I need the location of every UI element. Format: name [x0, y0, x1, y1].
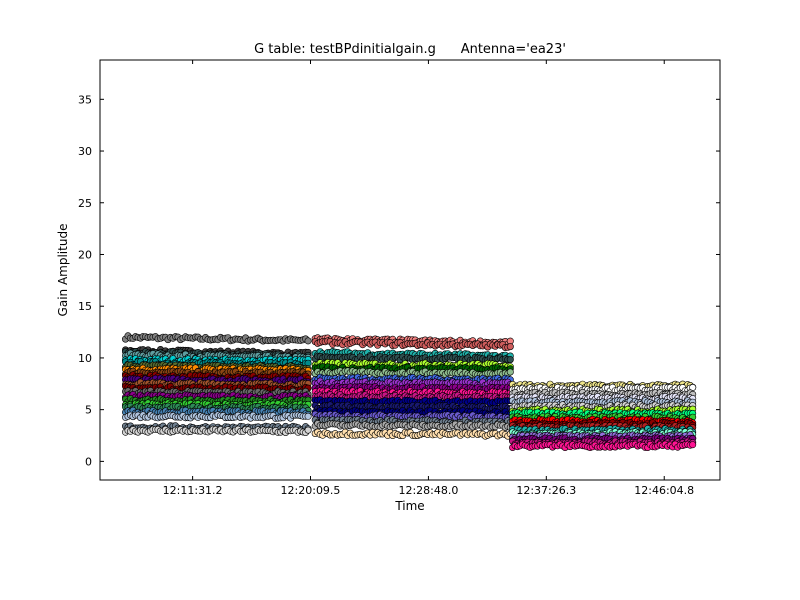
data-point [689, 441, 697, 449]
data-point [304, 412, 312, 420]
series-track [122, 425, 312, 436]
data-point [506, 343, 514, 351]
x-tick-label: 12:37:26.3 [516, 484, 576, 497]
y-tick-label: 20 [78, 248, 92, 261]
y-axis-label: Gain Amplitude [56, 224, 70, 317]
data-point [506, 368, 514, 376]
x-tick-label: 12:46:04.8 [634, 484, 694, 497]
y-tick-label: 15 [78, 300, 92, 313]
data-point [304, 426, 312, 434]
data-point [506, 356, 514, 364]
y-tick-label: 35 [78, 93, 92, 106]
y-tick-label: 10 [78, 352, 92, 365]
data-points [122, 332, 697, 451]
series-track [122, 332, 312, 345]
y-tick-label: 25 [78, 197, 92, 210]
x-axis-label: Time [394, 499, 424, 513]
y-tick-label: 0 [85, 455, 92, 468]
x-tick-label: 12:20:09.5 [281, 484, 341, 497]
y-tick-label: 5 [85, 404, 92, 417]
chart-title: G table: testBPdinitialgain.g Antenna='e… [254, 42, 566, 57]
series-track [311, 337, 514, 351]
y-tick-label: 30 [78, 145, 92, 158]
data-point [304, 337, 312, 345]
x-tick-label: 12:11:31.2 [163, 484, 223, 497]
series-track [122, 411, 312, 422]
x-tick-label: 12:28:48.0 [398, 484, 458, 497]
